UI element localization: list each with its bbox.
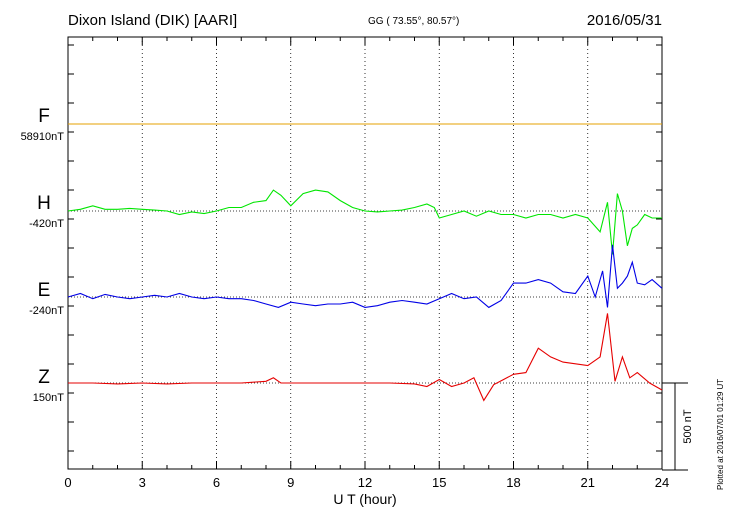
x-tick-label: 9 — [287, 475, 294, 490]
x-tick-label: 18 — [506, 475, 520, 490]
plot-date: 2016/05/31 — [586, 12, 662, 29]
channel-e-label: E — [37, 280, 51, 301]
x-tick-label: 21 — [581, 475, 595, 490]
channel-h-baseline: -420nT — [29, 218, 64, 230]
x-tick-label: 12 — [358, 475, 372, 490]
x-tick-label: 3 — [139, 475, 146, 490]
x-tick-label: 15 — [432, 475, 446, 490]
geographic-coordinates: GG ( 73.55°, 80.57°) — [368, 16, 460, 27]
channel-f-label: F — [38, 106, 50, 127]
scale-bar-label: 500 nT — [682, 409, 694, 444]
x-tick-label: 0 — [64, 475, 71, 490]
station-title: Dixon Island (DIK) [AARI] — [68, 12, 238, 29]
channel-z-label: Z — [38, 367, 50, 388]
x-tick-label: 6 — [213, 475, 220, 490]
trace-z — [68, 313, 663, 402]
channel-f-baseline: 58910nT — [20, 131, 64, 143]
trace-e — [67, 244, 663, 309]
x-axis-label: U T (hour) — [333, 491, 396, 507]
trace-h — [67, 189, 662, 255]
channel-e-baseline: -240nT — [29, 305, 64, 317]
channel-h-label: H — [37, 193, 51, 214]
channel-z-baseline: 150nT — [32, 392, 64, 404]
x-tick-label: 24 — [655, 475, 669, 490]
